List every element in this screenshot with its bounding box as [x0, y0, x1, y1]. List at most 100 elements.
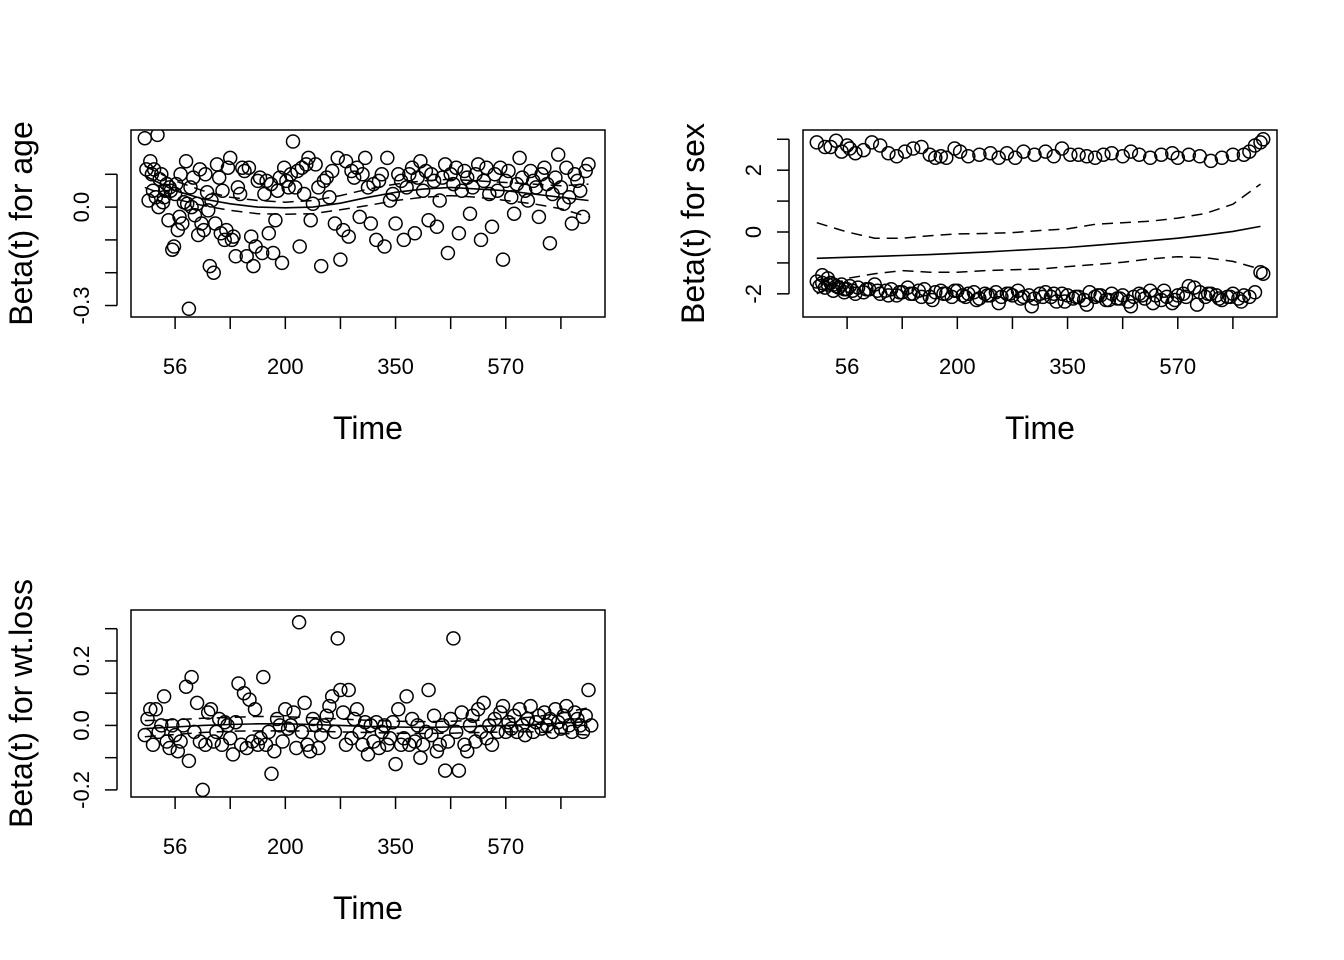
residual-point-wtloss — [275, 734, 290, 749]
residual-point-age — [232, 186, 248, 202]
residual-point-wtloss — [256, 669, 271, 685]
residual-point-age — [204, 193, 219, 208]
residual-point-age — [484, 219, 500, 235]
y-tick-label-age-0: -0.3 — [69, 287, 94, 325]
residual-point-age — [523, 163, 538, 179]
x-axis-wtloss: 56 200 350 570 — [163, 797, 562, 859]
y-tick-label-wtloss-2: 0.0 — [69, 710, 94, 741]
x-tick-label-wtloss-2: 200 — [267, 834, 304, 859]
residual-point-age — [578, 163, 593, 179]
residual-point-age — [506, 206, 522, 221]
x-tick-label-wtloss-0: 56 — [163, 834, 187, 859]
x-axis-title-age: Time — [333, 410, 403, 446]
residual-point-age — [178, 153, 194, 169]
residual-point-sex — [1167, 292, 1183, 308]
residual-point-wtloss — [440, 734, 456, 749]
y-tick-label-age-3: 0.0 — [69, 192, 94, 223]
residual-point-wtloss — [313, 727, 329, 743]
residual-point-wtloss — [280, 721, 296, 736]
residual-point-age — [482, 186, 497, 202]
residual-point-wtloss — [189, 695, 205, 711]
residual-point-age — [341, 229, 356, 244]
residual-point-wtloss — [432, 737, 447, 753]
residual-point-sex — [928, 285, 943, 300]
residual-point-wtloss — [269, 711, 285, 727]
residual-point-age — [451, 226, 467, 241]
residual-point-age — [265, 245, 281, 261]
residual-point-age — [239, 249, 254, 264]
x-tick-label-sex-0: 56 — [835, 354, 859, 379]
residual-point-age — [198, 167, 213, 182]
residual-point-age — [346, 170, 362, 185]
residual-point-sex — [1049, 294, 1064, 309]
residual-point-sex — [1112, 291, 1128, 306]
residual-point-wtloss — [484, 737, 500, 753]
residual-point-wtloss — [393, 737, 409, 753]
residual-point-wtloss — [250, 737, 266, 753]
residual-point-sex — [1142, 150, 1158, 166]
x-tick-label-sex-2: 200 — [939, 354, 976, 379]
panel-sex: 56 200 350 570 Time -2 0 2 Beta(t) for sex — [675, 123, 1278, 446]
residual-point-sex — [1046, 286, 1062, 302]
residual-point-age — [476, 173, 491, 189]
residual-point-wtloss — [581, 682, 596, 698]
residual-point-age — [299, 157, 314, 172]
residual-point-age — [581, 157, 596, 172]
residual-point-sex — [905, 141, 921, 156]
residual-point-age — [155, 194, 171, 210]
residual-point-age — [316, 173, 332, 189]
residual-point-sex — [1065, 291, 1081, 306]
residual-point-sex — [1079, 297, 1095, 312]
residual-point-sex — [980, 288, 995, 303]
residual-point-sex — [1247, 285, 1263, 300]
residual-point-age — [292, 239, 307, 254]
residual-point-age — [575, 209, 591, 225]
residual-point-age — [272, 170, 288, 185]
residual-point-wtloss — [181, 753, 197, 769]
y-axis-age: -0.3 0.0 — [69, 173, 118, 325]
residual-point-age — [179, 196, 195, 212]
residual-point-wtloss — [349, 702, 365, 717]
residual-point-age — [388, 216, 403, 231]
residual-point-wtloss — [154, 718, 169, 733]
plot-frame-wtloss — [130, 609, 606, 798]
residual-point-sex — [1016, 144, 1031, 159]
lower-band-sex — [816, 255, 1261, 295]
residual-point-sex — [914, 139, 929, 155]
x-axis-sex: 56 200 350 570 — [835, 317, 1234, 379]
residual-point-sex — [856, 142, 871, 158]
residual-point-sex — [1087, 150, 1103, 166]
residual-point-wtloss — [407, 734, 423, 749]
residual-point-sex — [889, 149, 904, 164]
residual-point-age — [570, 173, 585, 189]
plot-area-sex — [809, 132, 1271, 314]
residual-point-sex — [955, 288, 971, 303]
residual-point-sex — [1225, 147, 1241, 162]
residual-point-age — [141, 193, 156, 208]
residual-point-wtloss — [426, 708, 442, 724]
residual-point-sex — [939, 150, 954, 166]
residual-point-sex — [1104, 145, 1119, 161]
residual-point-age — [352, 209, 367, 225]
residual-point-age — [194, 216, 209, 231]
residual-point-sex — [1024, 298, 1039, 314]
residual-point-wtloss — [322, 698, 337, 714]
residual-point-age — [454, 183, 469, 198]
plot-frame-sex — [802, 129, 1278, 318]
x-tick-label-age-0: 56 — [163, 354, 187, 379]
residual-point-age — [567, 167, 582, 182]
residual-point-age — [512, 150, 527, 166]
residual-point-sex — [991, 150, 1006, 166]
residual-point-age — [175, 216, 190, 231]
x-tick-label-wtloss-6: 570 — [487, 834, 524, 859]
residual-point-sex — [1145, 295, 1161, 311]
residual-point-age — [470, 157, 486, 172]
panel-wtloss: 56 200 350 570 Time -0.2 0.0 0.2 Beta(t) for wt.… — [3, 579, 606, 926]
residual-point-sex — [1027, 147, 1042, 162]
residual-point-age — [402, 167, 417, 182]
residual-point-wtloss — [170, 743, 186, 759]
residual-point-age — [196, 222, 212, 238]
y-tick-label-sex-0: -2 — [741, 284, 766, 304]
x-tick-label-sex-6: 570 — [1159, 354, 1196, 379]
